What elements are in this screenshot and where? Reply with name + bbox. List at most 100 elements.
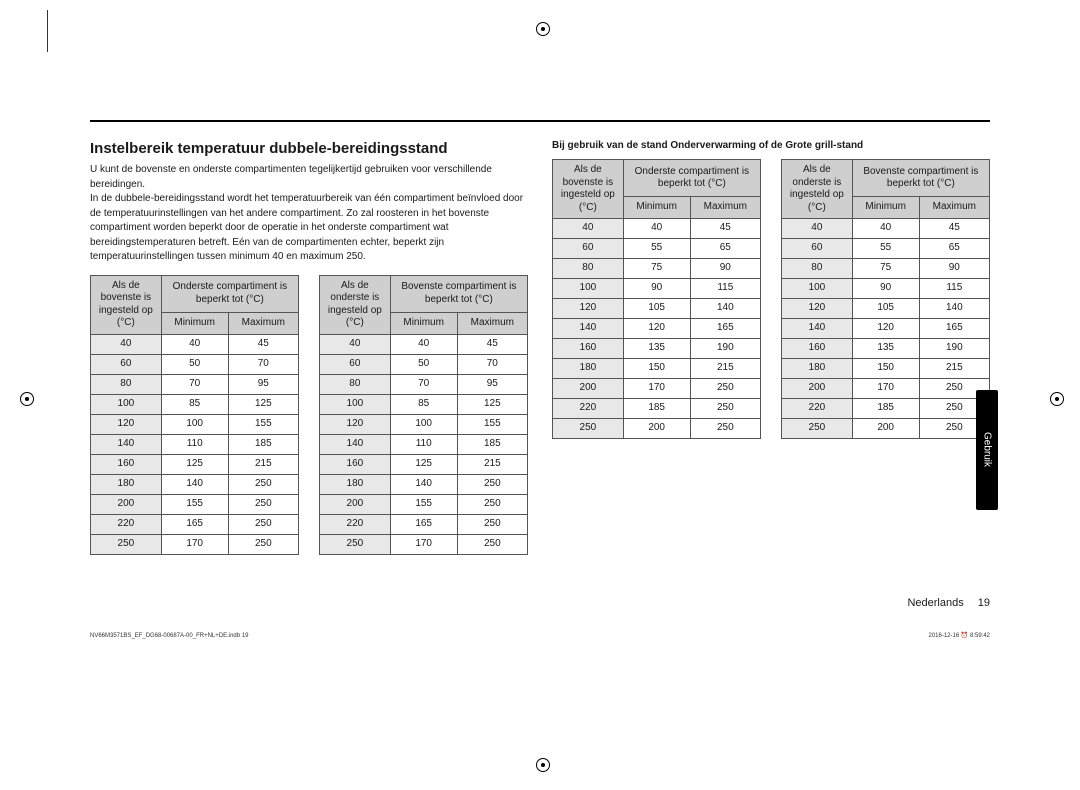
- cell: 250: [228, 534, 298, 554]
- cell: 75: [852, 259, 919, 279]
- table-row: 220165250: [91, 514, 299, 534]
- cell: 115: [919, 279, 989, 299]
- cell: 250: [457, 514, 527, 534]
- cell: 140: [320, 434, 391, 454]
- cell: 180: [782, 359, 853, 379]
- cell: 90: [852, 279, 919, 299]
- cell: 90: [623, 279, 690, 299]
- table-row: 180140250: [320, 474, 528, 494]
- cell: 250: [782, 419, 853, 439]
- table-row: 160125215: [320, 454, 528, 474]
- th-limited: Onderste compartiment is beperkt tot (°C…: [623, 160, 760, 197]
- cell: 125: [457, 394, 527, 414]
- cell: 170: [623, 379, 690, 399]
- th-max: Maximum: [919, 197, 989, 219]
- cell: 55: [852, 239, 919, 259]
- th-min: Minimum: [161, 312, 228, 334]
- th-max: Maximum: [228, 312, 298, 334]
- cell: 165: [690, 319, 760, 339]
- table-row: 250200250: [553, 419, 761, 439]
- cell: 140: [919, 299, 989, 319]
- cell: 125: [390, 454, 457, 474]
- cell: 95: [228, 374, 298, 394]
- cell: 180: [91, 474, 162, 494]
- cell: 250: [553, 419, 624, 439]
- table-row: 160135190: [553, 339, 761, 359]
- cell: 160: [320, 454, 391, 474]
- cell: 200: [623, 419, 690, 439]
- cell: 250: [228, 494, 298, 514]
- cell: 150: [852, 359, 919, 379]
- th-min: Minimum: [852, 197, 919, 219]
- cell: 120: [553, 299, 624, 319]
- cell: 155: [390, 494, 457, 514]
- cell: 200: [852, 419, 919, 439]
- th-set: Als de bovenste is ingesteld op (°C): [553, 160, 624, 219]
- cell: 200: [782, 379, 853, 399]
- table-row: 10090115: [782, 279, 990, 299]
- cell: 160: [91, 454, 162, 474]
- cell: 250: [457, 474, 527, 494]
- th-max: Maximum: [690, 197, 760, 219]
- cell: 125: [228, 394, 298, 414]
- registration-mark-icon: [536, 22, 550, 36]
- table-row: 180140250: [91, 474, 299, 494]
- table-row: 605070: [91, 354, 299, 374]
- cell: 90: [690, 259, 760, 279]
- table-row: 404045: [782, 219, 990, 239]
- cell: 185: [852, 399, 919, 419]
- cell: 50: [161, 354, 228, 374]
- table-row: 140120165: [553, 319, 761, 339]
- table-upper-set-lower-limit: Als de bovenste is ingesteld op (°C) Ond…: [90, 275, 299, 555]
- cell: 45: [228, 334, 298, 354]
- cell: 65: [690, 239, 760, 259]
- tbody-d: 4040456055658075901009011512010514014012…: [782, 219, 990, 439]
- cell: 60: [91, 354, 162, 374]
- table-row: 140110185: [320, 434, 528, 454]
- cell: 80: [782, 259, 853, 279]
- cell: 250: [690, 399, 760, 419]
- table-row: 605565: [782, 239, 990, 259]
- rule-top: [90, 120, 990, 122]
- table-row: 807095: [91, 374, 299, 394]
- cell: 115: [690, 279, 760, 299]
- cell: 200: [553, 379, 624, 399]
- registration-mark-icon: [20, 392, 34, 406]
- cell: 215: [919, 359, 989, 379]
- cell: 70: [228, 354, 298, 374]
- table-row: 200155250: [320, 494, 528, 514]
- table-row: 404045: [320, 334, 528, 354]
- cell: 135: [852, 339, 919, 359]
- cell: 40: [91, 334, 162, 354]
- cell: 80: [91, 374, 162, 394]
- table-lower-set-upper-limit-grill: Als de onderste is ingesteld op (°C) Bov…: [781, 159, 990, 439]
- table-row: 160135190: [782, 339, 990, 359]
- cell: 160: [782, 339, 853, 359]
- table-row: 404045: [91, 334, 299, 354]
- cell: 215: [457, 454, 527, 474]
- cell: 50: [390, 354, 457, 374]
- cell: 80: [553, 259, 624, 279]
- cell: 100: [390, 414, 457, 434]
- cell: 155: [161, 494, 228, 514]
- table-row: 605565: [553, 239, 761, 259]
- th-set: Als de bovenste is ingesteld op (°C): [91, 275, 162, 334]
- cell: 120: [91, 414, 162, 434]
- cell: 250: [228, 514, 298, 534]
- table-row: 250170250: [320, 534, 528, 554]
- table-row: 250200250: [782, 419, 990, 439]
- cell: 80: [320, 374, 391, 394]
- cell: 140: [390, 474, 457, 494]
- table-row: 807590: [782, 259, 990, 279]
- registration-mark-icon: [1050, 392, 1064, 406]
- table-row: 200170250: [782, 379, 990, 399]
- left-column: Instelbereik temperatuur dubbele-bereidi…: [90, 140, 528, 549]
- cell: 185: [623, 399, 690, 419]
- table-lower-set-upper-limit: Als de onderste is ingesteld op (°C) Bov…: [319, 275, 528, 555]
- cell: 45: [457, 334, 527, 354]
- cell: 140: [91, 434, 162, 454]
- cell: 250: [91, 534, 162, 554]
- th-max: Maximum: [457, 312, 527, 334]
- crop-mark: [47, 10, 48, 52]
- section-tab: Gebruik: [976, 390, 998, 510]
